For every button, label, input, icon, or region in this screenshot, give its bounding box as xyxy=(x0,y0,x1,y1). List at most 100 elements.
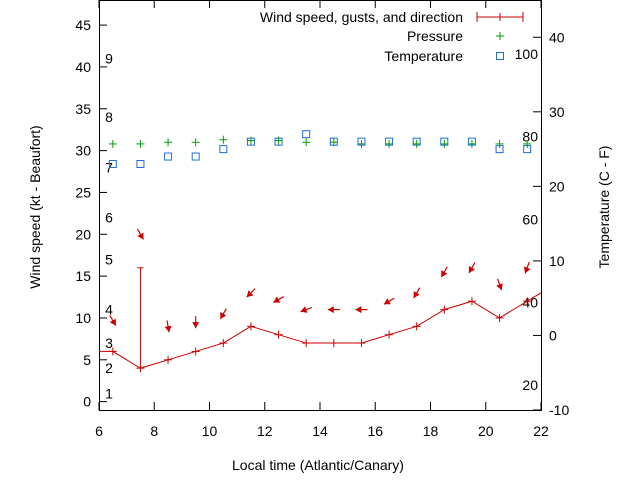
x-axis-label: Local time (Atlantic/Canary) xyxy=(232,457,404,473)
wind-direction-arrow xyxy=(496,278,503,291)
x-tick-label: 22 xyxy=(533,423,549,439)
wind-direction-arrow xyxy=(523,261,531,274)
y-right-tick-label: 10 xyxy=(549,253,565,269)
y-left-tick-label: 45 xyxy=(75,17,91,33)
temperature-point xyxy=(523,145,532,154)
x-tick-label: 10 xyxy=(202,423,218,439)
wind-speed-point xyxy=(523,297,532,306)
pressure-point xyxy=(357,139,366,148)
wind-speed-point xyxy=(412,322,421,331)
legend-swatch-temperature xyxy=(496,52,504,60)
y-left-tick-label: 25 xyxy=(75,184,91,200)
temperature-point xyxy=(357,137,366,146)
beaufort-label: 4 xyxy=(105,302,113,318)
pressure-point xyxy=(136,139,145,148)
temperature-point xyxy=(302,130,311,139)
fahrenheit-label: 20 xyxy=(522,377,538,393)
beaufort-label: 2 xyxy=(105,360,113,376)
y-left-tick-label: 20 xyxy=(75,226,91,242)
temperature-point xyxy=(164,152,173,161)
wind-speed-point xyxy=(357,339,366,348)
y-left-tick-label: 30 xyxy=(75,143,91,159)
pressure-point xyxy=(302,138,311,147)
temperature-point xyxy=(274,137,283,146)
wind-speed-point xyxy=(219,339,228,348)
pressure-point xyxy=(440,139,449,148)
wind-direction-arrow xyxy=(300,306,313,313)
wind-speed-point xyxy=(440,305,449,314)
wind-direction-arrow xyxy=(440,266,448,278)
wind-direction-arrow xyxy=(192,316,200,329)
wind-direction-arrow xyxy=(136,228,144,240)
wind-speed-point xyxy=(246,322,255,331)
temperature-point xyxy=(219,145,228,154)
wind-speed-point xyxy=(164,355,173,364)
wind-direction-arrow xyxy=(246,288,256,298)
temperature-point xyxy=(385,137,394,146)
wind-direction-arrow xyxy=(468,262,476,274)
temperature-point xyxy=(440,137,449,146)
temperature-point xyxy=(191,152,200,161)
temperature-point xyxy=(329,137,338,146)
y-axis-left-label: Wind speed (kt - Beaufort) xyxy=(27,125,43,288)
wind-direction-arrow xyxy=(413,287,421,299)
series-layer xyxy=(99,130,542,373)
x-tick-label: 12 xyxy=(257,423,273,439)
x-tick-label: 18 xyxy=(423,423,439,439)
legend-label-wind: Wind speed, gusts, and direction xyxy=(260,9,463,25)
legend-label-temperature: Temperature xyxy=(384,48,463,64)
fahrenheit-label: 60 xyxy=(522,211,538,227)
legend-label-pressure: Pressure xyxy=(407,28,463,44)
wind-speed-point xyxy=(385,330,394,339)
x-tick-label: 16 xyxy=(367,423,383,439)
wind-speed-point xyxy=(467,297,476,306)
wind-speed-line xyxy=(99,292,542,369)
wind-direction-arrow xyxy=(327,306,340,314)
temperature-point xyxy=(412,137,421,146)
wind-speed-point xyxy=(329,339,338,348)
wind-speed-point xyxy=(274,330,283,339)
pressure-point xyxy=(412,139,421,148)
y-left-tick-label: 10 xyxy=(75,310,91,326)
y-left-tick-label: 40 xyxy=(75,59,91,75)
pressure-point xyxy=(467,139,476,148)
x-tick-label: 8 xyxy=(150,423,158,439)
beaufort-label: 8 xyxy=(105,109,113,125)
wind-speed-point xyxy=(495,313,504,322)
wind-direction-arrow xyxy=(273,296,285,304)
temperature-point xyxy=(467,137,476,146)
temperature-point xyxy=(108,160,117,168)
x-tick-label: 14 xyxy=(312,423,328,439)
temperature-point xyxy=(495,145,504,154)
wind-speed-point xyxy=(302,339,311,348)
beaufort-label: 5 xyxy=(105,251,113,267)
y-right-tick-label: -10 xyxy=(549,402,569,418)
wind-direction-arrow xyxy=(355,306,368,314)
y-left-tick-label: 35 xyxy=(75,101,91,117)
y-left-tick-label: 0 xyxy=(83,394,91,410)
y-right-tick-label: 30 xyxy=(549,104,565,120)
legend-swatch-pressure xyxy=(496,32,504,40)
temperature-point xyxy=(246,137,255,146)
legend-swatch-wind xyxy=(476,12,524,22)
pressure-point xyxy=(523,139,532,148)
beaufort-label: 6 xyxy=(105,210,113,226)
wind-gust-bar xyxy=(137,267,144,369)
beaufort-label: 1 xyxy=(105,385,113,401)
y-right-tick-label: 40 xyxy=(549,29,565,45)
fahrenheit-label: 100 xyxy=(515,46,539,62)
temperature-point xyxy=(136,160,145,168)
beaufort-label: 9 xyxy=(105,51,113,67)
pressure-point xyxy=(219,135,228,144)
y-right-tick-label: 0 xyxy=(549,327,557,343)
pressure-point xyxy=(164,138,173,147)
y-left-tick-label: 5 xyxy=(83,352,91,368)
beaufort-label: 3 xyxy=(105,335,113,351)
plot-area xyxy=(99,0,542,411)
y-right-tick-label: 20 xyxy=(549,178,565,194)
wind-direction-arrow xyxy=(109,314,117,326)
pressure-point xyxy=(108,139,117,148)
y-left-tick-label: 15 xyxy=(75,268,91,284)
wind-direction-arrow xyxy=(383,297,395,305)
